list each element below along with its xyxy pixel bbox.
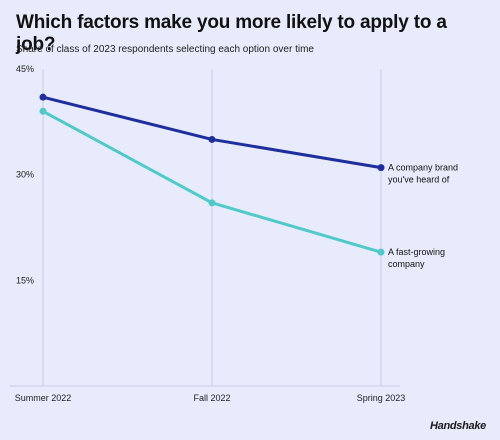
series-label-line: A company brand xyxy=(388,163,458,173)
series-label-1: A company brand you've heard of xyxy=(388,163,458,185)
grid-layer xyxy=(10,69,400,387)
series-1-point xyxy=(208,135,216,143)
axis-layer: 45% 30% 15% Summer 2022 Fall 2022 Spring 2023 xyxy=(15,64,406,403)
series-2-point xyxy=(208,199,216,207)
chart-title: Which factors make you more likely to ap… xyxy=(16,12,447,55)
label-layer: A company brand you've heard of A fast-gro… xyxy=(388,163,458,270)
y-tick-label: 45% xyxy=(16,64,34,74)
handshake-logo: Handshake xyxy=(430,420,486,432)
series-label-line: company xyxy=(388,259,425,269)
series-1-point xyxy=(377,164,385,172)
x-tick-label: Fall 2022 xyxy=(193,393,230,403)
x-tick-label: Summer 2022 xyxy=(15,393,72,403)
series-2-point xyxy=(39,107,47,115)
series-layer xyxy=(39,93,385,256)
series-2-point xyxy=(377,248,385,256)
series-label-line: A fast-growing xyxy=(388,247,445,257)
x-tick-label: Spring 2023 xyxy=(357,393,406,403)
series-label-2: A fast-growing company xyxy=(388,247,445,269)
chart-subtitle: Share of class of 2023 respondents selec… xyxy=(16,44,314,55)
y-tick-label: 30% xyxy=(16,170,34,180)
y-tick-label: 15% xyxy=(16,275,34,285)
series-label-line: you've heard of xyxy=(388,175,450,185)
series-1-point xyxy=(39,93,47,101)
